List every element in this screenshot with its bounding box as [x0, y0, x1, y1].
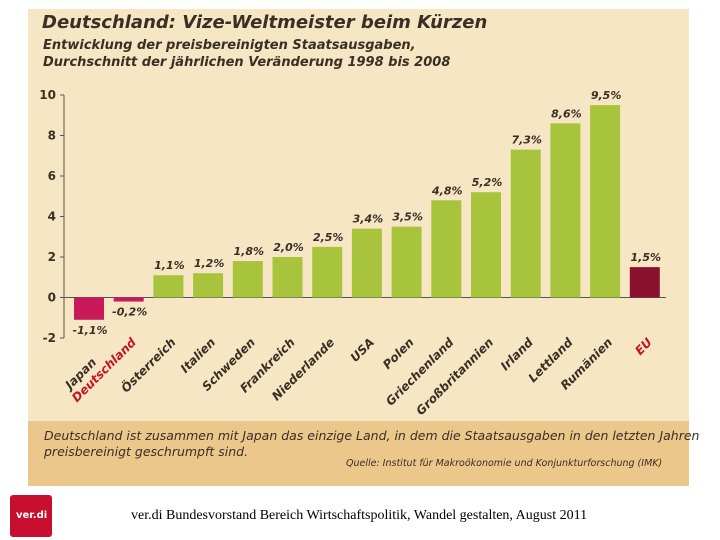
value-label: 4,8%: [431, 184, 463, 197]
bar: [312, 246, 343, 298]
value-label: 1,1%: [154, 259, 185, 272]
value-label: -0,2%: [112, 306, 147, 319]
bar: [629, 267, 660, 298]
bar: [431, 200, 462, 298]
bar: [113, 297, 144, 302]
bar: [74, 297, 104, 320]
value-label: 9,5%: [591, 89, 622, 102]
bar: [391, 226, 422, 298]
value-label: 5,2%: [472, 176, 503, 189]
category-label: USA: [348, 335, 377, 364]
y-tick-label: 0: [48, 291, 56, 305]
bar: [193, 273, 224, 298]
bar: [590, 105, 621, 298]
bar: [510, 149, 541, 298]
bar: [232, 261, 263, 298]
y-tick-label: 2: [48, 250, 56, 264]
value-label: 2,5%: [313, 231, 344, 244]
source-text: Quelle: Institut für Makroökonomie und K…: [346, 458, 663, 469]
note-line2: preisbereinigt geschrumpft sind.: [44, 444, 249, 459]
bar: [471, 192, 501, 298]
value-label: -1,1%: [72, 324, 107, 337]
category-label: Irland: [498, 335, 536, 373]
y-tick-label: 6: [48, 169, 56, 183]
value-label: 8,6%: [551, 107, 582, 120]
y-tick-label: -2: [43, 331, 56, 345]
y-tick-label: 10: [39, 88, 56, 102]
value-label: 7,3%: [511, 134, 542, 147]
note-line1: Deutschland ist zusammen mit Japan das e…: [44, 428, 700, 443]
value-label: 1,8%: [234, 245, 265, 258]
category-label: Italien: [178, 335, 218, 375]
category-label: Polen: [380, 335, 417, 372]
bar: [272, 257, 303, 298]
category-label: Griechenland: [383, 335, 457, 409]
bottom-caption: ver.di Bundesvorstand Bereich Wirtschaft…: [131, 508, 588, 523]
chart-subtitle-line1: Entwicklung der preisbereinigten Staatsa…: [43, 38, 416, 53]
note-band: [28, 421, 689, 486]
value-label: 3,4%: [353, 213, 384, 226]
verdi-logo: ver.di: [10, 495, 52, 537]
value-label: 2,0%: [273, 241, 304, 254]
value-label: 1,5%: [631, 251, 662, 264]
bar: [550, 123, 581, 298]
bar: [153, 275, 184, 298]
bar: [351, 228, 382, 298]
category-label: Großbritannien: [413, 335, 496, 418]
category-label: EU: [632, 335, 655, 358]
value-label: 1,2%: [194, 257, 225, 270]
y-tick-label: 4: [48, 210, 56, 224]
chart-subtitle-line2: Durchschnitt der jährlichen Veränderung …: [43, 55, 451, 70]
y-tick-label: 8: [48, 129, 56, 143]
chart-title: Deutschland: Vize-Weltmeister beim Kürze…: [42, 12, 488, 33]
value-label: 3,5%: [392, 211, 423, 224]
